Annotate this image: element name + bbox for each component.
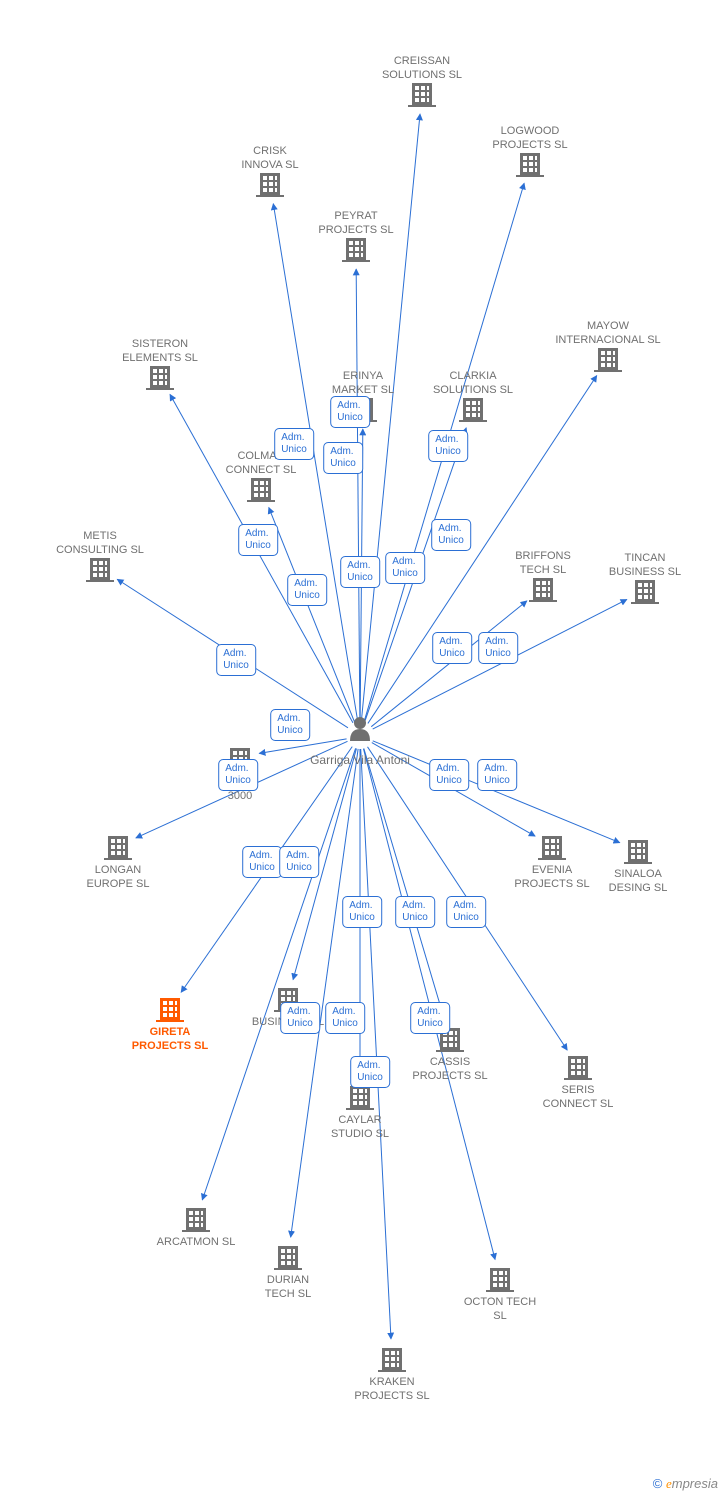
person-icon: [350, 717, 370, 741]
edge: [364, 183, 524, 721]
building-icon: [538, 836, 566, 860]
building-icon: [564, 1056, 592, 1080]
edge: [273, 204, 357, 721]
building-icon: [256, 173, 284, 197]
edge: [117, 579, 348, 728]
edge: [170, 394, 353, 723]
building-icon: [516, 153, 544, 177]
building-icon: [631, 580, 659, 604]
edge: [356, 269, 360, 721]
building-icon: [104, 836, 132, 860]
building-icon: [529, 578, 557, 602]
building-icon: [146, 366, 174, 390]
edge: [259, 739, 346, 753]
edge: [202, 748, 355, 1200]
building-icon: [436, 1028, 464, 1052]
edge: [364, 748, 445, 1019]
building-icon: [459, 398, 487, 422]
edge: [368, 747, 568, 1050]
edge: [360, 429, 363, 721]
building-icon: [274, 1246, 302, 1270]
copyright-symbol: ©: [653, 1476, 663, 1491]
watermark: © empresia: [653, 1476, 718, 1492]
building-icon: [182, 1208, 210, 1232]
network-canvas: [0, 0, 728, 1500]
building-icon: [226, 748, 254, 772]
building-icon: [624, 840, 652, 864]
edge: [181, 747, 352, 993]
building-icon: [247, 478, 275, 502]
building-icon: [349, 398, 377, 422]
building-icon: [378, 1348, 406, 1372]
edge: [269, 507, 355, 722]
center-person-label: Garriga Vila Antoni: [310, 753, 410, 768]
building-icon: [86, 558, 114, 582]
building-icon: [274, 988, 302, 1012]
edge: [368, 376, 597, 724]
edge: [365, 428, 467, 722]
edge: [293, 749, 356, 980]
building-icon: [594, 348, 622, 372]
brand-rest: mpresia: [672, 1476, 718, 1491]
building-icon: [486, 1268, 514, 1292]
edge: [291, 749, 358, 1237]
building-icon: [346, 1086, 374, 1110]
building-icon: [156, 998, 184, 1022]
building-icon: [342, 238, 370, 262]
edge: [373, 599, 627, 729]
building-icon: [408, 83, 436, 107]
